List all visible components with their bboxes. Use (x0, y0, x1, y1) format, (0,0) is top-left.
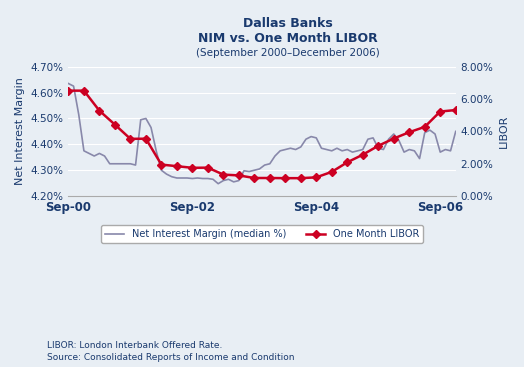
Y-axis label: Net Interest Margin: Net Interest Margin (15, 77, 25, 185)
Text: LIBOR: London Interbank Offered Rate.: LIBOR: London Interbank Offered Rate. (47, 341, 223, 350)
Text: Dallas Banks: Dallas Banks (243, 17, 333, 29)
Text: Source: Consolidated Reports of Income and Condition: Source: Consolidated Reports of Income a… (47, 353, 294, 362)
Legend: Net Interest Margin (median %), One Month LIBOR: Net Interest Margin (median %), One Mont… (101, 225, 423, 243)
Y-axis label: LIBOR: LIBOR (499, 115, 509, 148)
Text: NIM vs. One Month LIBOR: NIM vs. One Month LIBOR (198, 32, 378, 45)
Text: (September 2000–December 2006): (September 2000–December 2006) (196, 48, 380, 58)
